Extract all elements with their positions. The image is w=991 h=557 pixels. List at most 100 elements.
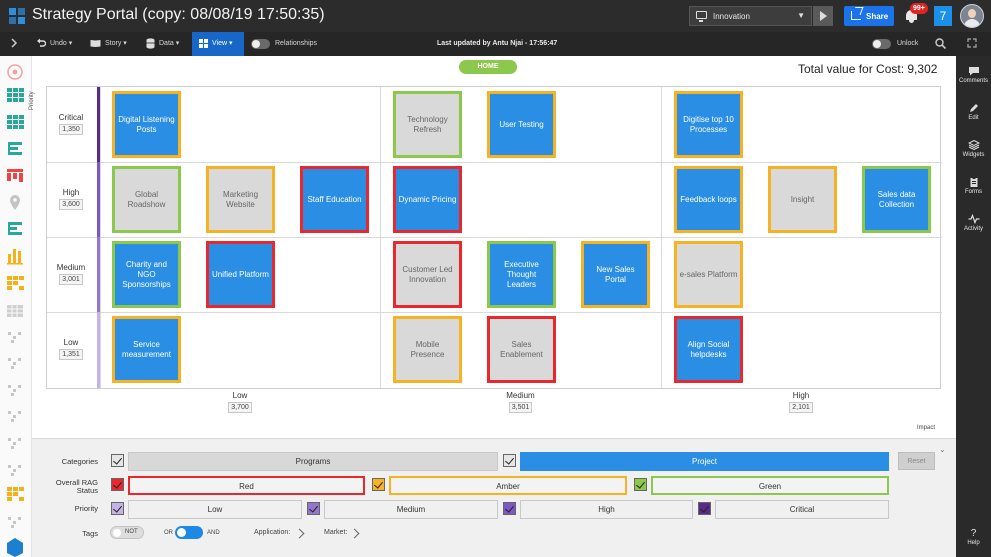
notifications-bell-icon[interactable] [904,8,919,23]
matrix-card[interactable]: e-sales Platform [674,241,743,308]
activity-button[interactable]: Activity [956,214,991,232]
avatar[interactable] [960,4,984,28]
matrix-card[interactable]: Customer Led Innovation [393,241,462,308]
app-logo-icon[interactable] [9,8,25,24]
share-button[interactable]: Share [844,6,894,26]
undo-button[interactable]: Undo ▾ [36,32,72,56]
help-button[interactable]: ? Help [956,528,991,546]
matrix-card[interactable]: Align Social helpdesks [674,316,743,383]
left-widget-bar [0,56,32,557]
scatter-icon[interactable] [8,358,21,369]
green-checkbox[interactable] [634,478,647,491]
undo-label: Undo [50,40,67,47]
matrix-card[interactable]: Global Roadshow [112,166,181,233]
forms-button[interactable]: Forms [956,177,991,195]
total-value: Total value for Cost: 9,302 [798,62,938,76]
unlock-toggle[interactable] [872,39,891,49]
red-filter[interactable]: Red [128,476,365,495]
matrix-card[interactable]: Digital Listening Posts [112,91,181,158]
heatmap-icon[interactable] [7,487,24,501]
story-button[interactable]: Story ▾ [90,32,127,56]
row-count: 1,351 [59,349,83,360]
chevron-right-icon[interactable] [294,528,305,539]
scatter-icon[interactable] [8,385,21,396]
relationships-toggle[interactable] [251,39,270,49]
collapse-chevron-icon[interactable] [10,32,18,56]
priority-high-filter[interactable]: High [520,500,693,519]
roadmap-icon[interactable] [8,222,22,235]
matrix-card[interactable]: Insight [768,166,837,233]
amber-checkbox[interactable] [372,478,385,491]
right-panel-bar: Comments Edit Widgets Forms Activity ? H… [956,56,991,557]
matrix-card[interactable]: Staff Education [300,166,369,233]
search-icon[interactable] [935,32,947,56]
heatmap-icon[interactable] [7,276,24,290]
scatter-icon[interactable] [8,332,21,343]
view-button[interactable]: View ▾ [192,32,244,56]
matrix-card[interactable]: New Sales Portal [581,241,650,308]
project-filter[interactable]: Project [520,452,889,471]
scatter-icon[interactable] [8,411,21,422]
chevron-right-icon[interactable] [349,528,360,539]
table-icon[interactable] [7,305,23,317]
bar-chart-icon[interactable] [7,249,23,265]
kanban-icon[interactable] [7,169,23,182]
reset-button[interactable]: Reset [898,452,935,470]
play-button[interactable] [813,6,833,26]
home-button[interactable]: HOME [459,60,517,74]
chevron-down-icon[interactable]: ⌄ [939,445,946,454]
priority-critical-checkbox[interactable] [698,502,711,515]
matrix-card[interactable]: Dynamic Pricing [393,166,462,233]
priority-medium-checkbox[interactable] [307,502,320,515]
priority-critical-filter[interactable]: Critical [715,500,889,519]
matrix-card[interactable]: Sales Enablement [487,316,556,383]
scatter-icon[interactable] [8,517,21,528]
market-select[interactable]: Innovation ▼ [689,6,812,26]
target-icon[interactable] [7,64,23,80]
matrix-card[interactable]: Sales data Collection [862,166,931,233]
project-checkbox[interactable] [503,454,516,467]
expand-icon[interactable] [967,32,977,56]
or-and-toggle[interactable] [175,526,203,539]
scatter-icon[interactable] [8,465,21,476]
market-filter-label[interactable]: Market: [324,529,348,536]
red-checkbox[interactable] [111,478,124,491]
cube-icon[interactable] [7,538,23,557]
matrix-card[interactable]: Marketing Website [206,166,275,233]
programs-filter[interactable]: Programs [128,452,498,471]
row-label: High [62,188,80,197]
matrix-card[interactable]: Executive Thought Leaders [487,241,556,308]
matrix-card[interactable]: Service measurement [112,316,181,383]
grid-view-icon[interactable] [7,115,24,129]
column-header-low: Low 3,700 [100,391,380,413]
priority-bar-critical [97,87,100,162]
map-pin-icon[interactable] [10,195,20,210]
matrix-card[interactable]: Technology Refresh [393,91,462,158]
count-tile[interactable]: 7 [934,6,952,26]
comments-button[interactable]: Comments [956,66,991,84]
list-view-icon[interactable] [8,142,22,155]
scatter-icon[interactable] [8,438,21,449]
programs-checkbox[interactable] [111,454,124,467]
green-filter[interactable]: Green [651,476,889,495]
matrix-card[interactable]: Feedback loops [674,166,743,233]
row-count: 3,001 [59,274,83,285]
priority-low-checkbox[interactable] [111,502,124,515]
priority-medium-filter[interactable]: Medium [324,500,498,519]
application-filter-label[interactable]: Application: [254,529,291,536]
matrix-view-icon[interactable] [7,88,24,102]
priority-high-checkbox[interactable] [503,502,516,515]
edit-button[interactable]: Edit [956,103,991,121]
not-toggle[interactable] [110,526,144,539]
priority-bar-high [97,162,100,237]
matrix-card[interactable]: Charity and NGO Sponsorships [112,241,181,308]
widgets-button[interactable]: Widgets [956,140,991,158]
matrix-card[interactable]: Unified Platform [206,241,275,308]
data-button[interactable]: Data ▾ [146,32,179,56]
matrix-card[interactable]: Mobile Presence [393,316,462,383]
matrix-card[interactable]: Digitise top 10 Processes [674,91,743,158]
matrix-card[interactable]: User Testing [487,91,556,158]
amber-filter[interactable]: Amber [389,476,627,495]
and-label: AND [207,530,220,536]
priority-low-filter[interactable]: Low [128,500,302,519]
